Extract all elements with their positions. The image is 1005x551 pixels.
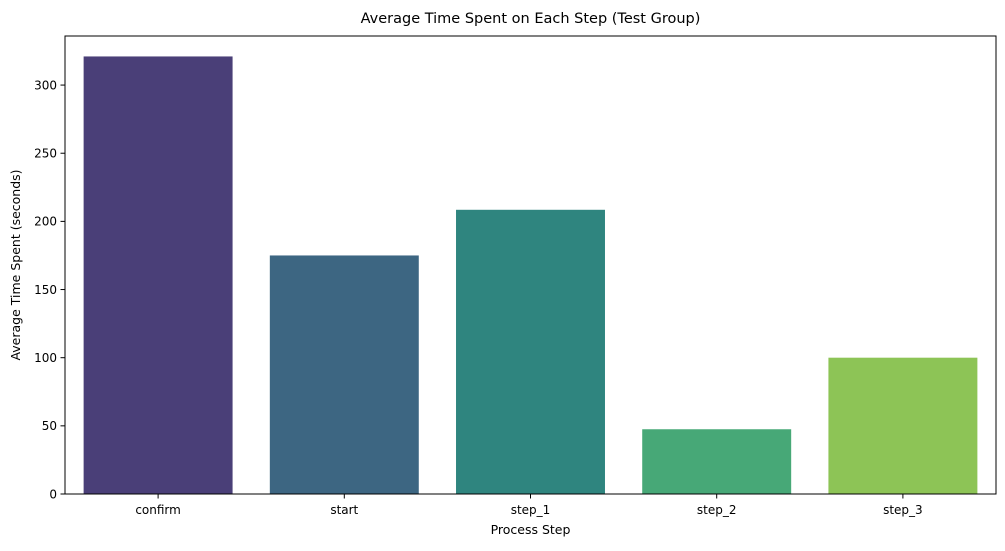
- y-tick-label: 50: [42, 419, 57, 433]
- bar-step_2: [642, 429, 792, 494]
- y-axis-label: Average Time Spent (seconds): [8, 169, 23, 360]
- x-tick-label: step_1: [511, 503, 551, 517]
- bar-start: [269, 255, 419, 494]
- bar-step_1: [456, 209, 605, 495]
- x-axis-ticks: confirm start step_1 step_2 step_3: [135, 494, 923, 517]
- y-axis-ticks: 0 50 100 150 200 250 300: [34, 78, 65, 501]
- bar-confirm: [83, 56, 233, 494]
- y-tick-label: 150: [34, 283, 57, 297]
- bar-step_3: [828, 357, 978, 494]
- y-tick-label: 250: [34, 147, 57, 161]
- chart-title: Average Time Spent on Each Step (Test Gr…: [361, 11, 701, 27]
- x-tick-label: step_3: [883, 503, 923, 517]
- bars-layer: [83, 56, 978, 495]
- x-axis-label: Process Step: [491, 522, 571, 537]
- y-tick-label: 0: [49, 487, 57, 501]
- x-tick-label: step_2: [697, 503, 737, 517]
- x-tick-label: confirm: [135, 503, 181, 517]
- y-tick-label: 200: [34, 215, 57, 229]
- y-tick-label: 300: [34, 78, 57, 92]
- y-tick-label: 100: [34, 351, 57, 365]
- x-tick-label: start: [330, 503, 358, 517]
